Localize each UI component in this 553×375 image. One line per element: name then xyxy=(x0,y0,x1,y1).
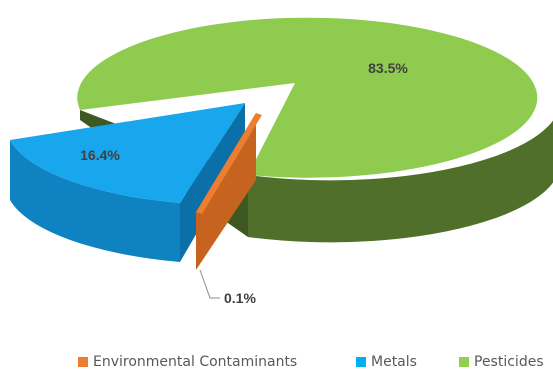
legend-label-metals: Metals xyxy=(371,354,417,370)
legend-swatch-metals xyxy=(356,357,366,367)
data-label-metals: 16.4% xyxy=(80,147,120,163)
slice-env-side xyxy=(196,113,256,270)
slice-metals[interactable] xyxy=(10,103,245,262)
data-label-pesticides: 83.5% xyxy=(368,60,408,76)
slice-metals-top xyxy=(10,103,245,203)
legend-item-pesticides[interactable]: Pesticides xyxy=(459,352,544,372)
legend-item-environmental-contaminants[interactable]: Environmental Contaminants xyxy=(78,352,297,372)
legend-label-env: Environmental Contaminants xyxy=(93,354,298,370)
slice-pesticides-side xyxy=(248,80,553,243)
slice-pesticides-top xyxy=(77,17,538,178)
slice-environmental-contaminants[interactable] xyxy=(196,113,262,270)
leader-line-env xyxy=(199,269,220,299)
slice-env-top xyxy=(196,113,262,214)
slice-metals-side xyxy=(10,140,180,262)
data-label-env: 0.1% xyxy=(224,290,256,306)
legend-swatch-pesticides xyxy=(459,357,469,367)
legend-swatch-env xyxy=(78,357,88,367)
legend: Environmental Contaminants Metals Pestic… xyxy=(0,352,553,372)
legend-label-pesticides: Pesticides xyxy=(474,354,544,370)
legend-item-metals[interactable]: Metals xyxy=(356,352,417,372)
